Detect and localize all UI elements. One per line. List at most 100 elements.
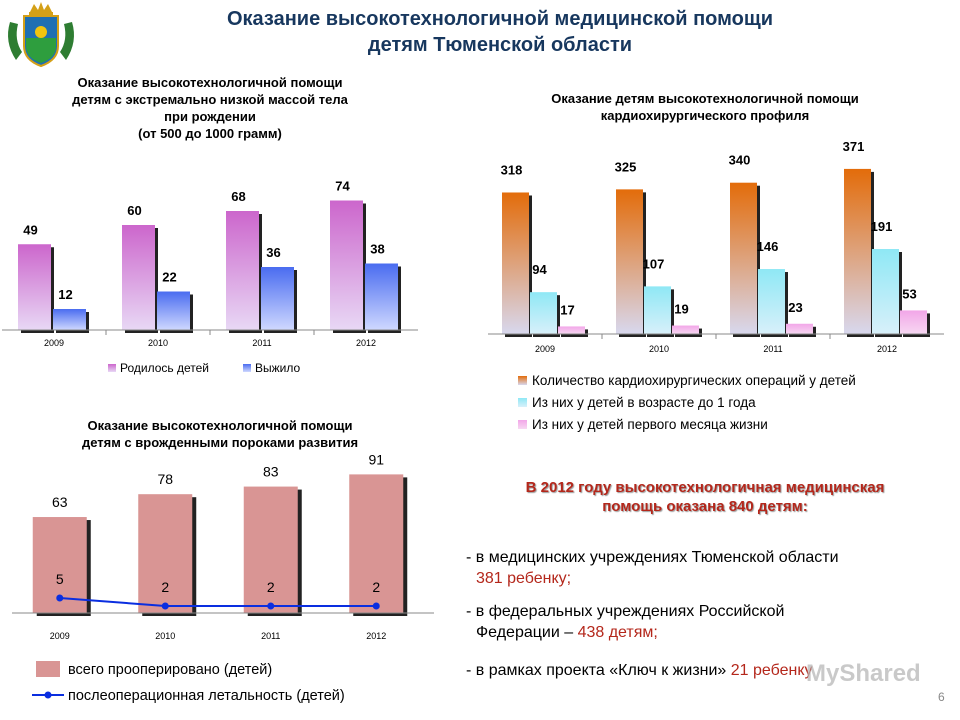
data-label: 91: [368, 455, 384, 467]
data-label: 325: [615, 159, 637, 174]
data-label: 22: [162, 270, 176, 285]
line-lethality: [59, 597, 377, 607]
x-tick-label: 2010: [148, 338, 168, 348]
data-label: 371: [843, 139, 865, 154]
bar-born: [226, 211, 259, 330]
chart-low-birth-weight: 49 12 2009 60 22 2010 68 36 2011 74 38 2012 Родилось…: [2, 179, 418, 375]
data-label: 49: [23, 222, 37, 237]
x-tick-label: 2010: [649, 344, 669, 354]
point-lethality: [372, 602, 380, 610]
bar-series-3: [672, 325, 699, 334]
chart3-title: Оказание высокотехнологичной помощи детя…: [10, 417, 430, 451]
data-label: 19: [674, 302, 688, 317]
bar-born: [330, 200, 363, 330]
x-tick-label: 2009: [50, 631, 70, 641]
legend-label: всего прооперировано (детей): [68, 662, 272, 678]
x-tick-label: 2011: [261, 631, 280, 641]
bar-operated: [138, 494, 193, 613]
data-label: 36: [266, 245, 280, 260]
summary-item-text: Федерации –: [476, 624, 578, 641]
bar-series-1: [616, 189, 643, 334]
data-label: 107: [643, 256, 665, 271]
bar-series-3: [786, 323, 813, 334]
data-label: 191: [871, 219, 893, 234]
x-tick-label: 2012: [366, 631, 386, 641]
data-label: 83: [263, 464, 279, 480]
bar-operated: [243, 486, 298, 613]
summary-item-project: - в рамках проекта «Ключ к жизни» 21 реб…: [466, 660, 813, 681]
legend-swatch-operated: [36, 661, 60, 677]
chart1-title-line: детям с экстремально низкой массой тела: [72, 92, 348, 107]
summary-heading-line: В 2012 году высокотехнологичная медицинс…: [525, 479, 885, 496]
legend-point-lethality: [44, 691, 52, 699]
summary-item-line: Федерации – 438 детям;: [466, 622, 784, 643]
chart1-title-line: Оказание высокотехнологичной помощи: [77, 75, 343, 90]
bar-series-2: [758, 269, 785, 334]
x-tick-label: 2009: [44, 338, 64, 348]
x-tick-label: 2011: [763, 344, 782, 354]
x-tick-label: 2012: [356, 338, 376, 348]
chart-cardiosurgery: 318 94 17 2009 325 107 19 2010 340 146 23 2011 371 19…: [488, 139, 944, 432]
bar-series-2: [530, 292, 557, 334]
legend-label: Количество кардиохирургических операций …: [532, 373, 856, 388]
page-title-line-1: Оказание высокотехнологичной медицинской…: [226, 8, 774, 30]
data-label: 60: [127, 203, 141, 218]
data-label: 78: [157, 471, 173, 487]
summary-heading-line: помощь оказана 840 детям:: [602, 498, 808, 515]
bar-series-3: [900, 310, 927, 334]
data-label: 17: [560, 302, 574, 317]
bar-series-3: [558, 326, 585, 334]
watermark: MyShared: [806, 660, 921, 687]
bar-series-2: [872, 249, 899, 334]
x-tick-label: 2012: [877, 344, 897, 354]
chart1-title-line: (от 500 до 1000 грамм): [138, 126, 282, 141]
bar-series-1: [502, 192, 529, 334]
chart1-title: Оказание высокотехнологичной помощи детя…: [10, 74, 410, 142]
data-label-lethality: 5: [56, 571, 64, 587]
data-label: 12: [58, 287, 72, 302]
legend-swatch-survived: [243, 364, 251, 372]
legend-swatch-born: [108, 364, 116, 372]
chart1-title-line: при рождении: [164, 109, 256, 124]
chart2-title-line: кардиохирургического профиля: [600, 108, 810, 123]
chart2-title: Оказание детям высокотехнологичной помощ…: [470, 90, 940, 124]
legend-swatch-series-2: [518, 398, 527, 407]
x-tick-label: 2011: [252, 338, 271, 348]
bar-series-1: [730, 182, 757, 334]
bar-survived: [157, 291, 190, 330]
bar-operated: [349, 474, 404, 613]
data-label: 74: [335, 179, 350, 194]
x-tick-label: 2009: [535, 344, 555, 354]
summary-item-federal: - в федеральных учреждениях Российской Ф…: [466, 601, 784, 643]
bar-series-1: [844, 168, 871, 334]
page-title: Оказание высокотехнологичной медицинской…: [120, 6, 880, 58]
legend-swatch-series-3: [518, 420, 527, 429]
data-label: 340: [729, 153, 751, 168]
bar-born: [18, 244, 51, 330]
data-label-lethality: 2: [372, 579, 380, 595]
legend-label: Родилось детей: [120, 361, 209, 375]
point-lethality: [56, 594, 64, 602]
data-label-lethality: 2: [267, 579, 275, 595]
data-label-lethality: 2: [161, 579, 169, 595]
page-title-line-2: детям Тюменской области: [367, 34, 633, 56]
data-label: 38: [370, 242, 384, 257]
summary-item-text: - в медицинских учреждениях Тюменской об…: [466, 549, 839, 566]
chart-congenital-defects: 63 2009 78 2010 83 2011 91 2012 5 2 2 2 всего проопе…: [12, 455, 434, 704]
data-label: 23: [788, 300, 802, 315]
data-label: 68: [231, 189, 245, 204]
bar-survived: [261, 267, 294, 330]
summary-item-value: 381 ребенку;: [476, 570, 572, 587]
point-lethality: [267, 602, 275, 610]
summary-heading: В 2012 году высокотехнологичная медицинс…: [462, 478, 948, 516]
bar-born: [122, 225, 155, 330]
data-label: 53: [902, 286, 916, 301]
point-lethality: [161, 602, 169, 610]
data-label: 318: [501, 162, 523, 177]
bar-survived: [53, 309, 86, 330]
bar-survived: [365, 263, 398, 330]
x-tick-label: 2010: [155, 631, 175, 641]
data-label: 63: [52, 494, 68, 510]
page-number: 6: [938, 690, 945, 704]
chart3-title-line: детям с врожденными пороками развития: [81, 435, 359, 450]
